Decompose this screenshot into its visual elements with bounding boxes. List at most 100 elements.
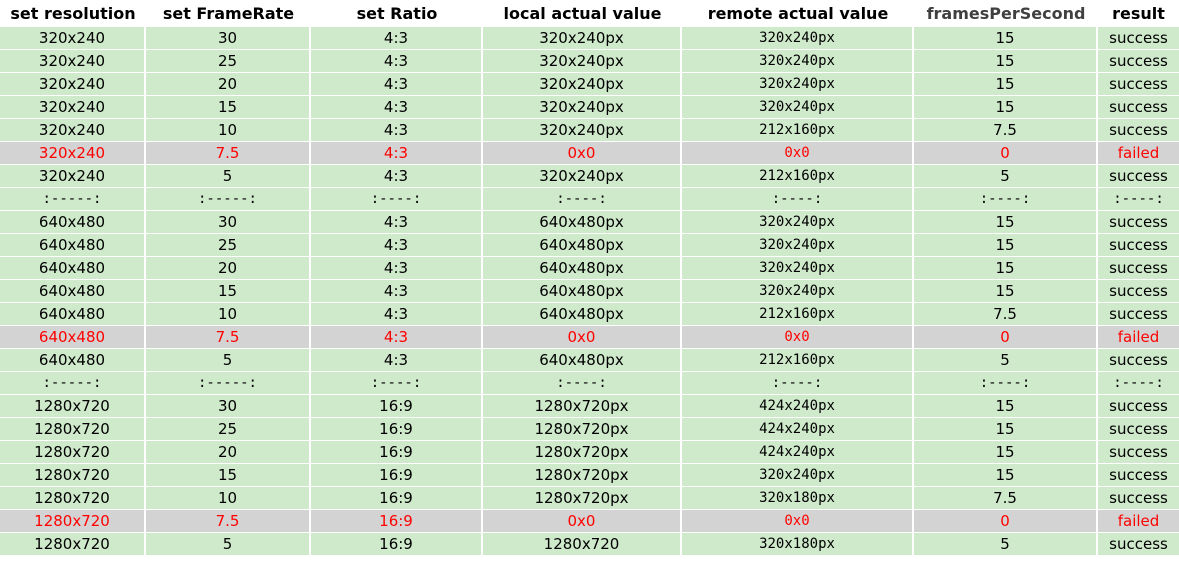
table-row: 320x240 7.5 4:3 0x0 0x0 0 failed [0, 142, 1179, 165]
cell-set-framerate: 20 [146, 441, 311, 464]
cell-local-actual-value: 320x240px [483, 27, 682, 50]
cell-set-framerate: 20 [146, 257, 311, 280]
cell-frames-per-second: 15 [914, 441, 1098, 464]
cell-local-actual-value: 0x0 [483, 142, 682, 165]
cell-set-ratio: 4:3 [311, 165, 483, 188]
cell-result: success [1098, 441, 1179, 464]
cell-local-actual-value: 1280x720px [483, 487, 682, 510]
table-row: 640x480 10 4:3 640x480px 212x160px 7.5 success [0, 303, 1179, 326]
cell-local-actual-value: 320x240px [483, 96, 682, 119]
cell-set-ratio: 16:9 [311, 418, 483, 441]
cell-frames-per-second: 15 [914, 464, 1098, 487]
cell-remote-actual-value: 320x240px [682, 234, 914, 257]
cell-set-resolution: 1280x720 [0, 418, 146, 441]
cell-set-ratio: 4:3 [311, 303, 483, 326]
cell-remote-actual-value: 320x240px [682, 280, 914, 303]
cell-set-framerate: 7.5 [146, 142, 311, 165]
cell-set-resolution: 1280x720 [0, 487, 146, 510]
cell-set-resolution: 320x240 [0, 119, 146, 142]
cell-set-ratio: 4:3 [311, 280, 483, 303]
cell-set-resolution: 320x240 [0, 27, 146, 50]
cell-frames-per-second: 15 [914, 234, 1098, 257]
table-row: 640x480 7.5 4:3 0x0 0x0 0 failed [0, 326, 1179, 349]
table-header: set resolution set FrameRate set Ratio l… [0, 0, 1179, 27]
cell-set-framerate: 7.5 [146, 510, 311, 533]
cell-local-actual-value: 640x480px [483, 280, 682, 303]
cell-set-framerate: 15 [146, 280, 311, 303]
separator-cell: :----: [1098, 372, 1179, 395]
table-row: 1280x720 20 16:9 1280x720px 424x240px 15 succe… [0, 441, 1179, 464]
cell-set-resolution: 640x480 [0, 211, 146, 234]
cell-set-ratio: 16:9 [311, 395, 483, 418]
table-row: 320x240 30 4:3 320x240px 320x240px 15 success [0, 27, 1179, 50]
separator-cell: :----: [311, 372, 483, 395]
cell-set-resolution: 1280x720 [0, 441, 146, 464]
cell-set-resolution: 320x240 [0, 142, 146, 165]
cell-remote-actual-value: 212x160px [682, 119, 914, 142]
cell-set-framerate: 25 [146, 234, 311, 257]
cell-result: success [1098, 50, 1179, 73]
cell-remote-actual-value: 320x180px [682, 487, 914, 510]
cell-local-actual-value: 320x240px [483, 119, 682, 142]
cell-frames-per-second: 15 [914, 27, 1098, 50]
cell-frames-per-second: 7.5 [914, 487, 1098, 510]
cell-set-ratio: 4:3 [311, 73, 483, 96]
cell-frames-per-second: 7.5 [914, 303, 1098, 326]
cell-local-actual-value: 640x480px [483, 349, 682, 372]
separator-cell: :-----: [0, 372, 146, 395]
cell-remote-actual-value: 212x160px [682, 349, 914, 372]
cell-local-actual-value: 320x240px [483, 165, 682, 188]
cell-set-framerate: 5 [146, 165, 311, 188]
cell-set-ratio: 16:9 [311, 510, 483, 533]
cell-remote-actual-value: 0x0 [682, 510, 914, 533]
separator-cell: :-----: [146, 372, 311, 395]
cell-local-actual-value: 1280x720px [483, 441, 682, 464]
table-row: 640x480 5 4:3 640x480px 212x160px 5 success [0, 349, 1179, 372]
cell-result: failed [1098, 326, 1179, 349]
cell-remote-actual-value: 320x240px [682, 50, 914, 73]
cell-remote-actual-value: 212x160px [682, 165, 914, 188]
table-row: 1280x720 25 16:9 1280x720px 424x240px 15 succe… [0, 418, 1179, 441]
separator-cell: :----: [311, 188, 483, 211]
cell-local-actual-value: 0x0 [483, 510, 682, 533]
cell-set-resolution: 320x240 [0, 50, 146, 73]
column-header-set-ratio: set Ratio [311, 0, 483, 27]
cell-local-actual-value: 640x480px [483, 211, 682, 234]
cell-remote-actual-value: 212x160px [682, 303, 914, 326]
cell-set-ratio: 16:9 [311, 487, 483, 510]
cell-remote-actual-value: 320x180px [682, 533, 914, 556]
table-row: 640x480 30 4:3 640x480px 320x240px 15 success [0, 211, 1179, 234]
cell-result: success [1098, 119, 1179, 142]
cell-local-actual-value: 320x240px [483, 73, 682, 96]
cell-set-framerate: 10 [146, 487, 311, 510]
cell-remote-actual-value: 0x0 [682, 326, 914, 349]
table-row: 1280x720 15 16:9 1280x720px 320x240px 15 succe… [0, 464, 1179, 487]
table-row: 320x240 25 4:3 320x240px 320x240px 15 success [0, 50, 1179, 73]
separator-cell: :----: [914, 372, 1098, 395]
cell-frames-per-second: 5 [914, 349, 1098, 372]
table-row: 640x480 20 4:3 640x480px 320x240px 15 success [0, 257, 1179, 280]
cell-set-framerate: 10 [146, 303, 311, 326]
header-row: set resolution set FrameRate set Ratio l… [0, 0, 1179, 27]
cell-frames-per-second: 7.5 [914, 119, 1098, 142]
separator-cell: :----: [483, 372, 682, 395]
cell-result: success [1098, 96, 1179, 119]
cell-result: success [1098, 349, 1179, 372]
cell-frames-per-second: 15 [914, 257, 1098, 280]
cell-result: success [1098, 395, 1179, 418]
separator-cell: :----: [914, 188, 1098, 211]
table-body: 320x240 30 4:3 320x240px 320x240px 15 success 3… [0, 27, 1179, 556]
cell-result: success [1098, 27, 1179, 50]
cell-set-ratio: 4:3 [311, 326, 483, 349]
cell-remote-actual-value: 0x0 [682, 142, 914, 165]
cell-set-resolution: 1280x720 [0, 464, 146, 487]
cell-set-resolution: 640x480 [0, 303, 146, 326]
cell-local-actual-value: 320x240px [483, 50, 682, 73]
cell-set-resolution: 1280x720 [0, 395, 146, 418]
cell-set-framerate: 30 [146, 27, 311, 50]
cell-set-ratio: 16:9 [311, 533, 483, 556]
cell-result: success [1098, 257, 1179, 280]
cell-set-ratio: 4:3 [311, 349, 483, 372]
cell-frames-per-second: 5 [914, 165, 1098, 188]
cell-result: success [1098, 234, 1179, 257]
